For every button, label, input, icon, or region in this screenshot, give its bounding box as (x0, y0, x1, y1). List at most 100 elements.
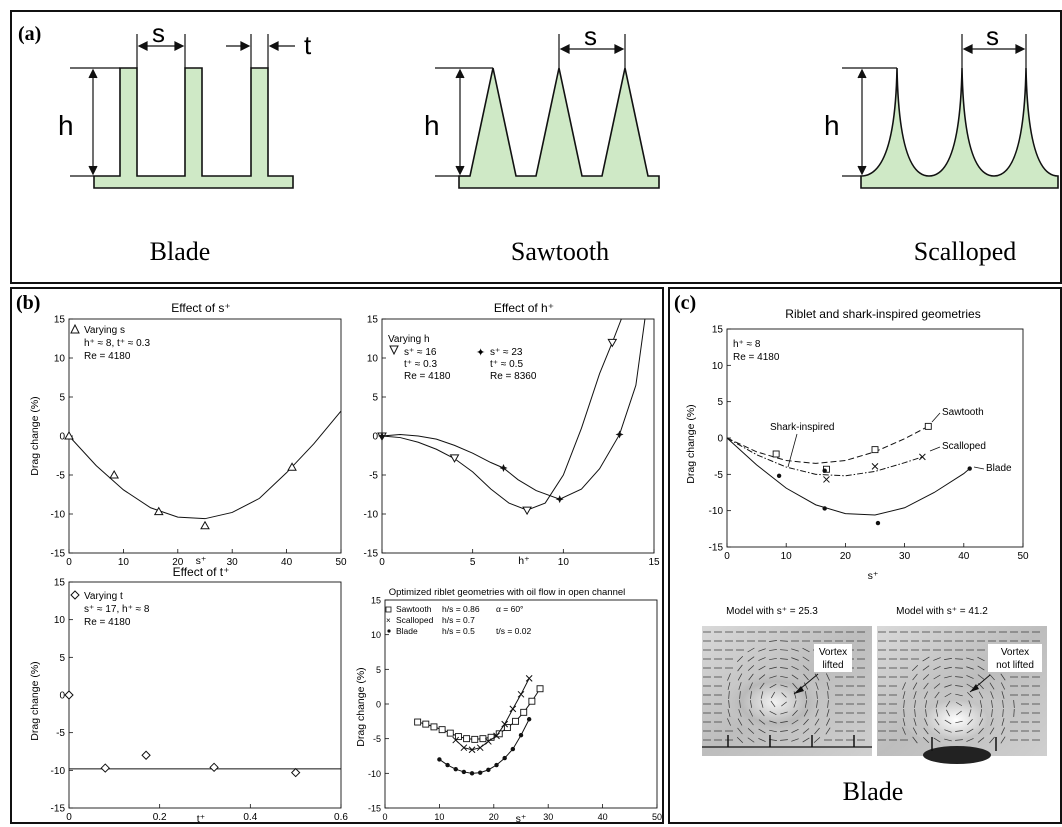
data-point-blade (437, 757, 441, 761)
scalloped-h-label: h (824, 110, 840, 141)
y-tick-label: -15 (51, 549, 66, 560)
data-point-blade (968, 466, 972, 470)
data-point-sawtooth (439, 727, 445, 733)
y-tick-label: 5 (717, 397, 723, 408)
x-tick-label: 0 (66, 812, 72, 822)
sawtooth-h-label: h (424, 110, 440, 141)
y-tick-label: -10 (51, 766, 66, 777)
y-tick-label: -15 (51, 804, 66, 815)
blade-s-label: s (152, 18, 165, 48)
plot-effect-of-h-xlabel: h⁺ (518, 555, 530, 567)
legend-square-marker (386, 607, 391, 612)
sawtooth-name: Sawtooth (511, 237, 609, 266)
annotation-shark-inspired: Shark-inspired (770, 422, 834, 433)
y-tick-label: -5 (56, 728, 65, 739)
data-point-blade (454, 767, 458, 771)
y-tick-label: 5 (376, 665, 381, 675)
flow-image-right: Vortex not lifted (877, 626, 1047, 764)
y-tick-label: 10 (54, 354, 66, 365)
data-point-scalloped (526, 675, 532, 681)
data-point-sawtooth (480, 736, 486, 742)
x-tick-label: 0 (379, 557, 385, 568)
data-point-sawtooth (504, 725, 510, 731)
data-point-blade (876, 521, 880, 525)
annotation-blade-leader (974, 467, 984, 469)
data-point-diamond (292, 769, 300, 777)
y-tick-label: 0 (376, 700, 381, 710)
legend-sawtooth-p2: α = 60° (496, 604, 523, 614)
plot-effect-of-h-legend: Varying h s⁺ ≈ 16 t⁺ ≈ 0.3 Re = 4180 ✦ s… (388, 334, 537, 382)
x-tick-label: 0.6 (334, 812, 348, 822)
panel-c-label: (c) (674, 292, 696, 314)
legend-scalloped-p1: h/s = 0.7 (442, 615, 475, 625)
y-tick-label: 0 (59, 432, 65, 443)
x-tick-label: 10 (118, 557, 130, 568)
panel-b-label: (b) (16, 292, 40, 314)
legend-sawtooth-name: Sawtooth (396, 604, 432, 614)
plot-optimized-riblets-ylabel: Drag change (%) (355, 667, 367, 746)
annotation-blade: Blade (986, 463, 1012, 474)
x-tick-label: 50 (1017, 551, 1029, 562)
data-point-blade (494, 763, 498, 767)
legend-b-line-2: t⁺ ≈ 0.5 (490, 359, 523, 370)
data-point-triangle-down (523, 507, 531, 514)
legend-line-2: s⁺ ≈ 17, h⁺ ≈ 8 (84, 604, 150, 615)
y-tick-label: -10 (709, 506, 724, 517)
y-tick-label: -15 (364, 549, 379, 560)
plot-effect-of-t-title: Effect of t⁺ (173, 565, 230, 579)
data-point-scalloped (477, 745, 483, 751)
data-point-blade (486, 768, 490, 772)
legend-blade-p2: t/s = 0.02 (496, 626, 531, 636)
legend-a-line-2: s⁺ ≈ 16 (404, 347, 437, 358)
data-point-blade (777, 474, 781, 478)
annotation-sawtooth-leader (932, 413, 940, 422)
vortex-not-lifted-line-2: not lifted (996, 660, 1034, 671)
y-tick-label: 10 (712, 361, 724, 372)
x-tick-label: 50 (335, 557, 347, 568)
data-point-sawtooth (423, 721, 429, 727)
plot-effect-of-s-ylabel: Drag change (%) (29, 396, 41, 475)
x-tick-label: 0 (66, 557, 72, 568)
legend-star-marker: ✦ (476, 347, 485, 359)
legend-diamond-marker (71, 591, 79, 599)
data-point-sawtooth (773, 451, 779, 457)
data-point-scalloped (469, 747, 475, 753)
data-point-triangle (65, 432, 73, 439)
data-point-scalloped (518, 691, 524, 697)
blade-h-label: h (58, 110, 74, 141)
data-point-sawtooth (464, 736, 470, 742)
panel-a-label: (a) (18, 23, 41, 45)
data-point-sawtooth (447, 730, 453, 736)
x-tick-label: 10 (558, 557, 570, 568)
annotation-shark-leader (788, 434, 797, 467)
y-tick-label: -15 (368, 804, 381, 814)
annotation-scalloped-leader (930, 447, 940, 451)
panel-c-shark-inspired: (c) Riblet and shark-inspired geometries… (668, 287, 1062, 824)
scalloped-name: Scalloped (914, 237, 1017, 266)
y-tick-label: 10 (54, 615, 66, 626)
data-point-sawtooth (455, 734, 461, 740)
data-point-diamond (65, 691, 73, 699)
data-point-scalloped (823, 476, 829, 482)
scalloped-s-label: s (986, 21, 999, 51)
data-point-triangle-down (608, 339, 616, 346)
panel-c-legend-1: h⁺ ≈ 8 (733, 339, 761, 350)
sawtooth-shape (459, 68, 659, 188)
plot-effect-of-s-title: Effect of s⁺ (171, 301, 230, 315)
y-tick-label: -10 (51, 510, 66, 521)
data-point-star (616, 430, 624, 438)
y-tick-label: -5 (373, 734, 381, 744)
data-point-scalloped (919, 454, 925, 460)
legend-scalloped-name: Scalloped (396, 615, 434, 625)
blade-shape (94, 68, 293, 188)
panel-c-legend-2: Re = 4180 (733, 352, 780, 363)
legend-b-line-3: Re = 8360 (490, 371, 537, 382)
panel-c-svg: (c) Riblet and shark-inspired geometries… (670, 289, 1060, 822)
annotation-scalloped: Scalloped (942, 441, 986, 452)
x-tick-label: 40 (598, 812, 608, 822)
data-point-sawtooth (521, 709, 527, 715)
y-tick-label: 15 (367, 315, 379, 326)
legend-blade-name: Blade (396, 626, 418, 636)
x-tick-label: 0 (724, 551, 730, 562)
